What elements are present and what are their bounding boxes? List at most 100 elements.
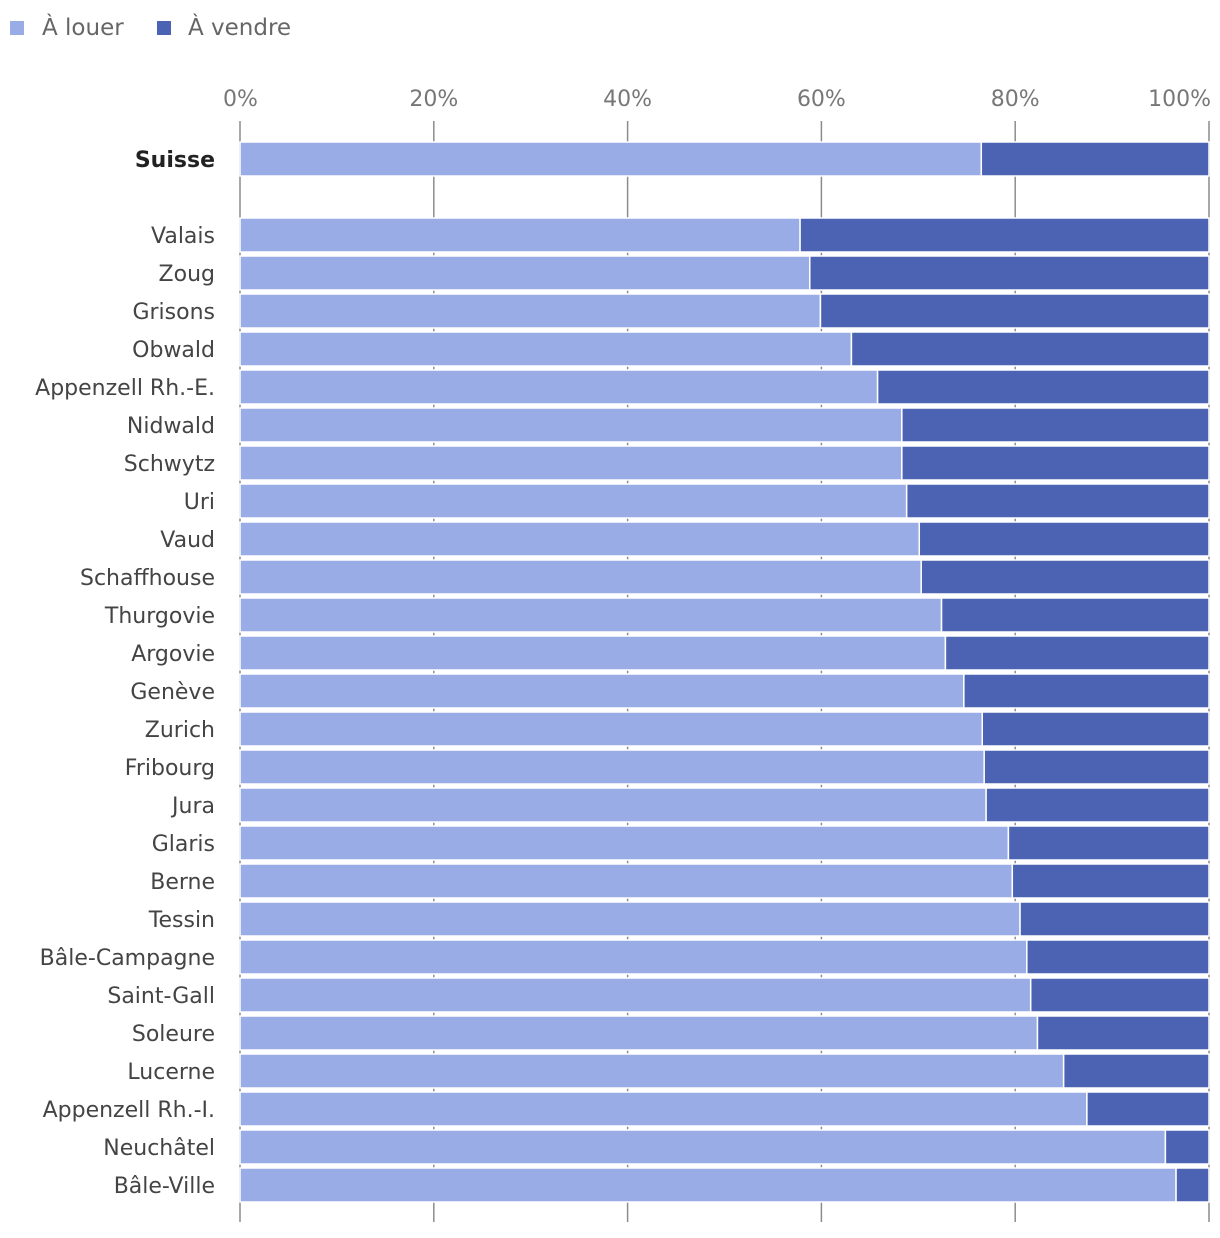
bar-a-vendre-schwytz	[901, 445, 1210, 481]
bar-a-louer-grisons	[239, 293, 822, 329]
category-label-soleure: Soleure	[132, 1022, 215, 1047]
category-label-uri: Uri	[184, 490, 215, 515]
bar-a-vendre-jura	[985, 787, 1210, 823]
category-label-neuchatel: Neuchâtel	[103, 1136, 215, 1161]
bar-row-uri	[239, 483, 1210, 519]
category-label-glaris: Glaris	[152, 832, 215, 857]
bar-a-louer-schaffhouse	[239, 559, 922, 595]
bar-row-appenzell-rh-e	[239, 369, 1210, 405]
bar-a-vendre-berne	[1011, 863, 1210, 899]
category-label-obwald: Obwald	[132, 338, 215, 363]
category-label-schwytz: Schwytz	[124, 452, 215, 477]
bar-a-vendre-vaud	[918, 521, 1210, 557]
bar-a-louer-lucerne	[239, 1053, 1065, 1089]
category-label-nidwald: Nidwald	[127, 414, 215, 439]
bars	[239, 141, 1210, 1203]
bar-a-vendre-suisse	[980, 141, 1210, 177]
bar-a-vendre-appenzell-rh-e	[876, 369, 1210, 405]
bar-a-louer-jura	[239, 787, 987, 823]
bar-a-louer-suisse	[239, 141, 983, 177]
bar-row-zurich	[239, 711, 1210, 747]
bar-a-louer-fribourg	[239, 749, 985, 785]
bar-a-vendre-appenzell-rh-i	[1086, 1091, 1210, 1127]
category-label-suisse: Suisse	[135, 148, 215, 173]
bar-a-vendre-bale-ville	[1175, 1167, 1210, 1203]
bar-a-vendre-fribourg	[983, 749, 1210, 785]
bar-row-schwytz	[239, 445, 1210, 481]
bar-a-louer-bale-campagne	[239, 939, 1028, 975]
x-tick-label-100: 100%	[1148, 87, 1211, 112]
bar-row-zoug	[239, 255, 1210, 291]
bar-a-vendre-thurgovie	[940, 597, 1210, 633]
x-tick-label-40: 40%	[603, 87, 652, 112]
category-label-lucerne: Lucerne	[127, 1060, 215, 1085]
bar-a-vendre-lucerne	[1062, 1053, 1210, 1089]
bar-a-louer-thurgovie	[239, 597, 943, 633]
bar-a-louer-saint-gall	[239, 977, 1032, 1013]
bar-row-neuchatel	[239, 1129, 1210, 1165]
bar-a-vendre-valais	[799, 217, 1210, 253]
x-tick-label-60: 60%	[797, 87, 846, 112]
category-label-thurgovie: Thurgovie	[104, 604, 215, 629]
bar-a-louer-nidwald	[239, 407, 903, 443]
bar-a-louer-appenzell-rh-e	[239, 369, 879, 405]
category-label-tessin: Tessin	[148, 908, 215, 933]
bar-a-vendre-tessin	[1019, 901, 1210, 937]
x-tick-label-80: 80%	[991, 87, 1040, 112]
bar-row-fribourg	[239, 749, 1210, 785]
category-label-valais: Valais	[151, 224, 215, 249]
bar-row-berne	[239, 863, 1210, 899]
bar-row-thurgovie	[239, 597, 1210, 633]
bar-a-vendre-zurich	[981, 711, 1210, 747]
bar-a-louer-uri	[239, 483, 908, 519]
bar-a-vendre-saint-gall	[1029, 977, 1210, 1013]
legend: À louer À vendre	[10, 13, 291, 41]
bar-a-louer-neuchatel	[239, 1129, 1167, 1165]
bar-a-louer-schwytz	[239, 445, 903, 481]
bar-row-soleure	[239, 1015, 1210, 1051]
bar-a-louer-zurich	[239, 711, 984, 747]
category-label-appenzell-rh-i: Appenzell Rh.-I.	[43, 1098, 215, 1123]
x-axis-tick-labels: 0% 20% 40% 60% 80% 100%	[223, 87, 1211, 112]
category-label-bale-ville: Bâle-Ville	[114, 1174, 215, 1199]
bar-a-vendre-uri	[905, 483, 1210, 519]
bar-a-louer-berne	[239, 863, 1014, 899]
category-label-bale-campagne: Bâle-Campagne	[40, 946, 215, 971]
category-label-argovie: Argovie	[131, 642, 215, 667]
category-label-berne: Berne	[150, 870, 215, 895]
category-label-appenzell-rh-e: Appenzell Rh.-E.	[35, 376, 215, 401]
bar-a-louer-vaud	[239, 521, 921, 557]
legend-swatch-a-louer	[10, 21, 24, 35]
category-label-zurich: Zurich	[145, 718, 215, 743]
bar-a-louer-obwald	[239, 331, 853, 367]
category-label-fribourg: Fribourg	[125, 756, 215, 781]
bar-a-louer-zoug	[239, 255, 811, 291]
bar-row-schaffhouse	[239, 559, 1210, 595]
bar-row-saint-gall	[239, 977, 1210, 1013]
legend-swatch-a-vendre	[157, 21, 171, 35]
bar-a-louer-bale-ville	[239, 1167, 1177, 1203]
bar-a-vendre-obwald	[850, 331, 1210, 367]
bar-a-vendre-argovie	[944, 635, 1210, 671]
bar-a-louer-soleure	[239, 1015, 1039, 1051]
category-label-grisons: Grisons	[132, 300, 215, 325]
bar-row-jura	[239, 787, 1210, 823]
legend-label-a-louer: À louer	[42, 13, 124, 41]
y-axis-category-labels: Suisse Valais Zoug Grisons Obwald Appenzell R…	[35, 148, 215, 1199]
bar-a-louer-argovie	[239, 635, 947, 671]
bar-row-vaud	[239, 521, 1210, 557]
category-label-schaffhouse: Schaffhouse	[80, 566, 215, 591]
bar-row-geneve	[239, 673, 1210, 709]
bar-a-louer-valais	[239, 217, 801, 253]
bar-row-bale-ville	[239, 1167, 1210, 1203]
bar-a-vendre-nidwald	[901, 407, 1210, 443]
bar-row-grisons	[239, 293, 1210, 329]
bar-a-louer-tessin	[239, 901, 1021, 937]
bar-row-glaris	[239, 825, 1210, 861]
bar-a-vendre-grisons	[819, 293, 1210, 329]
bar-a-vendre-schaffhouse	[920, 559, 1210, 595]
category-label-geneve: Genève	[130, 680, 215, 705]
bar-row-suisse	[239, 141, 1210, 177]
